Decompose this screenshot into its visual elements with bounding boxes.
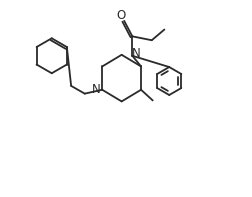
Text: N: N: [92, 83, 100, 96]
Text: O: O: [116, 9, 125, 22]
Text: N: N: [132, 47, 140, 60]
